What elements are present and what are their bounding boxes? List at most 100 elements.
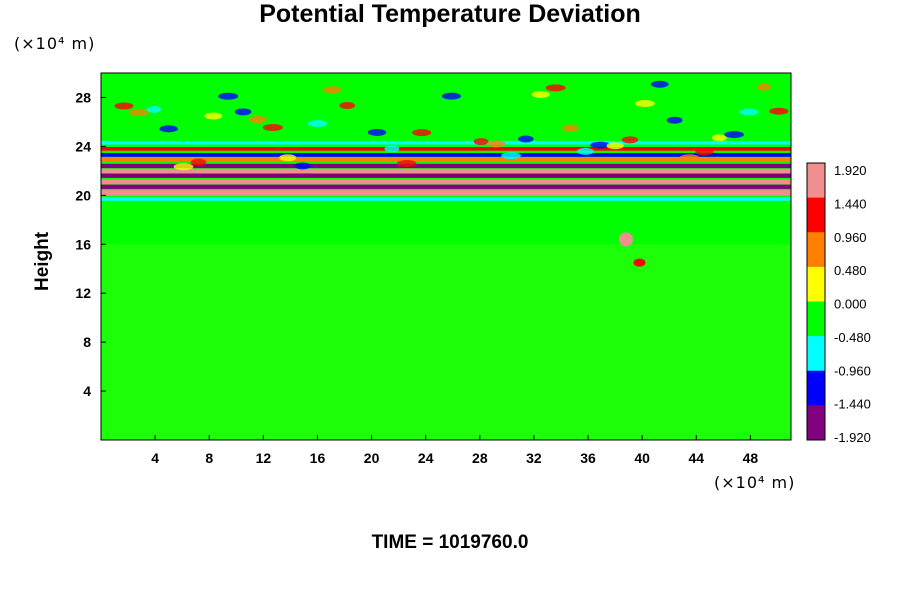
x-tick-label: 12 <box>256 450 272 466</box>
colorbar-segment <box>807 356 825 365</box>
field-wave <box>621 136 639 144</box>
field-lower-region <box>101 244 791 440</box>
field-wave <box>590 141 611 149</box>
colorbar-segment <box>807 253 825 261</box>
field-wave <box>679 154 700 162</box>
colorbar-segment <box>807 426 825 434</box>
colorbar-frame <box>806 162 826 441</box>
colorbar-segment <box>807 280 825 289</box>
colorbar-label: 0.000 <box>834 297 867 312</box>
colorbar-segment <box>807 391 825 399</box>
colorbar-segment <box>807 287 825 296</box>
colorbar-segment <box>807 273 825 282</box>
colorbar-segment <box>807 190 825 199</box>
field-band <box>101 168 791 174</box>
field-wave <box>102 109 117 117</box>
y-tick-label: 24 <box>75 138 91 154</box>
field-wave <box>114 102 134 110</box>
colorbar-segment <box>807 329 825 337</box>
x-tick-label: 16 <box>310 450 326 466</box>
colorbar-segment <box>807 218 825 226</box>
field-band <box>101 163 791 169</box>
field-wave <box>441 92 461 100</box>
field-wave <box>173 163 194 171</box>
field-wave <box>545 84 566 92</box>
y-tick-label: 4 <box>83 383 91 399</box>
x-axis-unit: (×10⁴ m) <box>714 473 796 492</box>
field-band <box>101 197 791 201</box>
y-tick-label: 8 <box>83 334 91 350</box>
field-wave <box>339 102 356 110</box>
colorbar-segment <box>807 294 825 302</box>
colorbar-segment <box>807 308 825 316</box>
y-tick-label: 20 <box>75 187 91 203</box>
field-wave <box>518 135 534 143</box>
colorbar-segment <box>807 169 825 178</box>
colorbar-segment <box>807 336 825 344</box>
colorbar-segment <box>807 211 825 219</box>
y-tick-label: 16 <box>75 236 91 252</box>
colorbar-segment <box>807 363 825 372</box>
x-tick-label: 20 <box>364 450 380 466</box>
field-wave <box>367 128 387 136</box>
field-wave <box>190 158 207 166</box>
colorbar-segment <box>807 225 825 233</box>
field-wave <box>634 99 655 107</box>
colorbar-segment <box>807 419 825 427</box>
field-band <box>101 190 791 196</box>
field-wave <box>249 115 267 123</box>
field-wave <box>501 152 521 160</box>
field-wave <box>294 162 311 170</box>
colorbar-segment <box>807 349 825 358</box>
field-wave <box>769 107 789 115</box>
colorbar-segment <box>807 163 825 171</box>
field-wave <box>695 148 714 156</box>
colorbar: 1.920 1.440 0.960 0.480 0.000 -0.480 -0.960 -1.… <box>806 162 871 445</box>
chart-title: Potential Temperature Deviation <box>259 0 641 28</box>
colorbar-segment <box>807 204 825 212</box>
field-wave <box>429 85 444 93</box>
y-tick-label: 12 <box>75 285 91 301</box>
colorbar-segment <box>807 412 825 420</box>
colorbar-label: -0.480 <box>834 330 871 345</box>
field-wave <box>666 116 683 124</box>
plot-frame <box>100 72 792 441</box>
colorbar-segment <box>807 197 825 206</box>
field-wave <box>756 83 771 91</box>
field-wave <box>606 142 624 150</box>
field-wave <box>486 140 506 148</box>
colorbar-segment <box>807 176 825 185</box>
field-wave <box>650 80 669 88</box>
field-warm-core <box>622 236 629 243</box>
field-wave <box>384 145 400 153</box>
y-axis-unit: (×10⁴ m) <box>14 34 96 53</box>
colorbar-label: 0.960 <box>834 230 867 245</box>
field-wave <box>352 124 373 132</box>
colorbar-segment <box>807 232 825 240</box>
colorbar-segment <box>807 398 825 406</box>
x-tick-label: 32 <box>526 450 542 466</box>
colorbar-segment <box>807 433 825 441</box>
field-wave <box>159 125 178 133</box>
x-tick-label: 24 <box>418 450 434 466</box>
field-band <box>101 173 791 178</box>
colorbar-segment <box>807 259 825 268</box>
field-band <box>101 158 791 162</box>
x-tick-label: 28 <box>472 450 488 466</box>
colorbar-segment <box>807 343 825 351</box>
colorbar-segment <box>807 377 825 386</box>
colorbar-segment <box>807 301 825 309</box>
colorbar-label: -1.920 <box>834 430 871 445</box>
field-wave <box>204 112 223 120</box>
field-wave <box>456 127 477 135</box>
field-wave <box>262 124 283 132</box>
heatmap-field <box>101 73 791 440</box>
field-wave <box>562 124 579 132</box>
field-wave <box>412 129 432 137</box>
field-band <box>101 153 791 157</box>
field-wave <box>323 86 342 94</box>
colorbar-segment <box>807 183 825 192</box>
field-wave <box>307 120 328 128</box>
colorbar-segment <box>807 246 825 254</box>
colorbar-segment <box>807 266 825 275</box>
